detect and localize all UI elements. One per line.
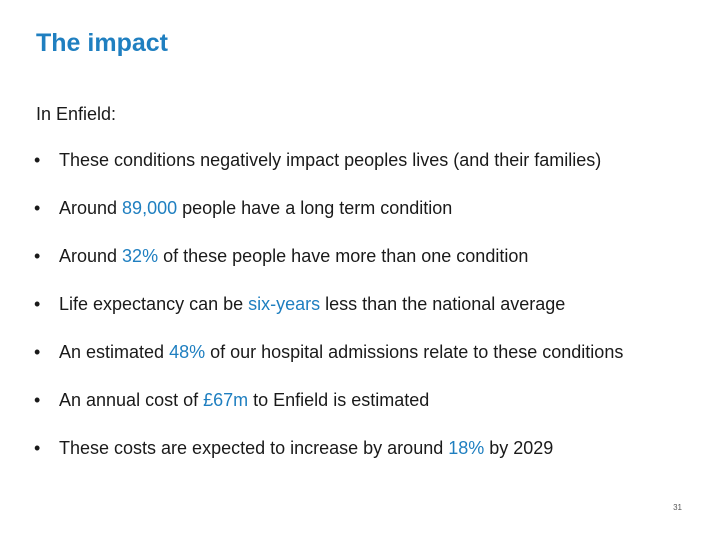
bullet-text: An annual cost of — [59, 390, 204, 410]
highlight-figure: £67m — [203, 390, 249, 410]
bullet-icon: • — [34, 246, 41, 266]
highlight-figure: 18% — [448, 438, 485, 458]
bullet-icon: • — [34, 294, 41, 314]
bullet-text: by 2029 — [484, 438, 554, 458]
bullet-icon: • — [34, 438, 41, 458]
bullet-text: Around — [59, 198, 123, 218]
bullet-text: Around — [59, 246, 123, 266]
highlight-figure: six-years — [248, 294, 321, 314]
bullet-text: of our hospital admissions relate to the… — [205, 342, 624, 362]
slide-title: The impact — [36, 29, 168, 57]
bullet-item: • These conditions negatively impact peo… — [34, 144, 684, 176]
bullet-text: to Enfield is estimated — [248, 390, 430, 410]
bullet-text: of these people have more than one condi… — [158, 246, 529, 266]
bullet-icon: • — [34, 198, 41, 218]
bullet-item: • An estimated 48% of our hospital admis… — [34, 336, 684, 368]
bullet-text: less than the national average — [320, 294, 566, 314]
page-number: 31 — [673, 503, 682, 512]
intro-text: In Enfield: — [36, 104, 117, 124]
bullet-item: • An annual cost of £67m to Enfield is e… — [34, 384, 684, 416]
bullet-item: • Around 89,000 people have a long term … — [34, 192, 684, 224]
bullet-text: These conditions negatively impact peopl… — [59, 150, 602, 170]
highlight-figure: 48% — [169, 342, 206, 362]
bullet-text: An estimated — [59, 342, 170, 362]
bullet-icon: • — [34, 150, 41, 170]
bullet-text: people have a long term condition — [177, 198, 453, 218]
highlight-figure: 32% — [122, 246, 159, 266]
bullet-icon: • — [34, 342, 41, 362]
bullet-list: • These conditions negatively impact peo… — [34, 144, 684, 480]
bullet-text: Life expectancy can be — [59, 294, 249, 314]
bullet-item: • Life expectancy can be six-years less … — [34, 288, 684, 320]
bullet-icon: • — [34, 390, 41, 410]
bullet-item: • Around 32% of these people have more t… — [34, 240, 684, 272]
highlight-figure: 89,000 — [122, 198, 178, 218]
bullet-item: • These costs are expected to increase b… — [34, 432, 684, 464]
bullet-text: These costs are expected to increase by … — [59, 438, 449, 458]
